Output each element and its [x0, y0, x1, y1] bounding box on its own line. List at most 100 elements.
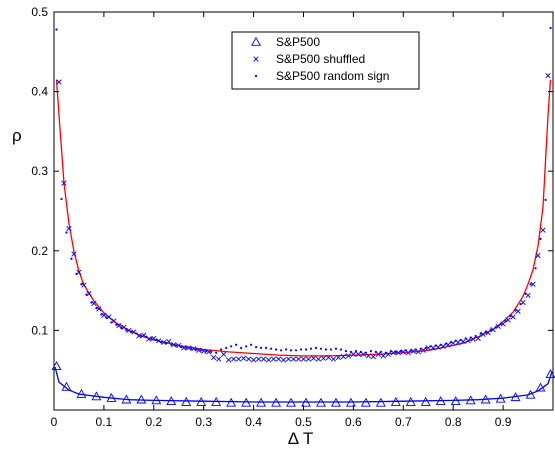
data-point — [424, 346, 427, 350]
data-point — [409, 349, 412, 352]
data-point — [196, 347, 202, 353]
legend-entry-3: S&P500 random sign — [276, 69, 389, 83]
data-point — [125, 329, 128, 332]
y-tick-label: 0.3 — [31, 164, 48, 178]
data-point — [529, 283, 532, 286]
data-point — [85, 293, 88, 296]
data-point — [206, 349, 212, 355]
data-point — [480, 331, 486, 337]
data-point — [170, 343, 173, 346]
data-point — [314, 346, 318, 350]
data-point — [91, 300, 97, 306]
data-point — [459, 338, 462, 342]
data-point — [375, 351, 381, 357]
data-point — [485, 330, 491, 336]
data-point — [530, 281, 536, 287]
data-point — [519, 303, 522, 306]
data-point — [211, 354, 217, 361]
axis-ticks: 0 0.1 0.2 0.3 0.4 0.5 0.6 0.7 0.8 0.9 0.1 0.2 0.3 0.4… — [31, 5, 553, 429]
data-point — [515, 308, 521, 314]
data-point — [181, 345, 187, 351]
data-point — [355, 351, 362, 357]
data-point — [151, 395, 162, 405]
data-point — [66, 225, 72, 232]
data-point — [449, 341, 452, 344]
data-point — [305, 356, 312, 362]
data-point — [165, 342, 168, 345]
data-point — [145, 335, 148, 338]
data-point — [435, 396, 446, 406]
data-point — [349, 350, 353, 353]
data-point — [509, 314, 512, 318]
data-point — [340, 354, 347, 360]
data-point — [379, 350, 382, 353]
data-point — [226, 397, 237, 407]
data-point — [245, 345, 248, 348]
data-point — [535, 382, 546, 392]
x-tick-label: 0 — [51, 415, 58, 429]
data-point — [255, 356, 262, 362]
series-1-points — [51, 361, 555, 407]
data-point — [289, 349, 293, 352]
data-point — [399, 349, 402, 353]
data-point — [301, 397, 311, 407]
data-point — [325, 354, 332, 361]
legend-entry-1: S&P500 — [276, 35, 320, 49]
fit-curves — [54, 79, 553, 403]
series-3-points — [55, 26, 552, 354]
data-point — [271, 397, 282, 407]
y-tick-label: 0.1 — [31, 323, 48, 337]
data-point — [175, 344, 178, 347]
data-point — [334, 347, 338, 350]
data-point — [549, 26, 552, 30]
data-point — [504, 319, 507, 322]
data-point — [390, 396, 401, 406]
y-tick-label: 0.2 — [31, 244, 48, 258]
data-point — [55, 28, 58, 31]
data-point — [284, 348, 288, 351]
data-point — [91, 391, 102, 401]
data-point — [316, 397, 326, 407]
data-point — [375, 397, 386, 407]
data-point — [216, 356, 222, 362]
legend-marker-2 — [253, 56, 259, 62]
data-point — [130, 330, 133, 334]
fit-curve-1 — [55, 79, 552, 357]
data-point — [510, 314, 516, 320]
data-point — [76, 388, 87, 398]
legend-marker-3 — [254, 74, 258, 78]
data-point — [106, 392, 117, 402]
legend-marker-1 — [251, 36, 261, 46]
data-point — [166, 396, 177, 406]
data-point — [330, 397, 341, 407]
data-point — [544, 198, 547, 201]
fit-curve-2 — [54, 366, 553, 403]
data-point — [95, 307, 98, 310]
data-point — [339, 348, 343, 351]
data-point — [120, 326, 123, 330]
data-point — [161, 339, 167, 345]
data-point — [250, 343, 253, 346]
data-point — [545, 73, 551, 79]
data-point — [329, 348, 333, 351]
data-point — [146, 336, 152, 342]
data-point — [495, 323, 501, 330]
data-point — [480, 394, 491, 404]
data-point — [500, 321, 506, 327]
data-point — [260, 356, 267, 362]
data-point — [450, 340, 456, 346]
x-tick-label: 0.5 — [295, 415, 312, 429]
data-point — [405, 350, 411, 356]
data-point — [374, 350, 377, 353]
data-point — [434, 344, 437, 347]
data-point — [110, 321, 113, 324]
data-point — [404, 349, 407, 352]
x-tick-label: 0.6 — [345, 415, 362, 429]
data-point — [475, 335, 481, 341]
data-point — [380, 353, 386, 359]
data-point — [201, 348, 207, 354]
x-tick-label: 0.9 — [495, 415, 512, 429]
x-axis-label: Δ T — [288, 429, 314, 448]
data-point — [415, 349, 421, 355]
data-point — [405, 396, 416, 406]
